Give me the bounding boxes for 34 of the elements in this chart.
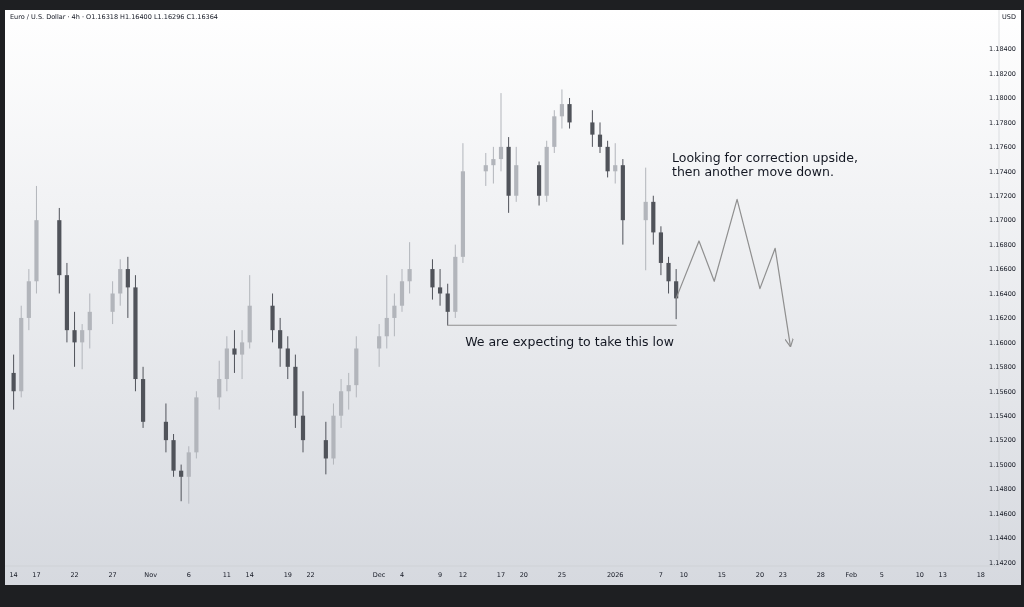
candlestick (239, 329, 245, 380)
candlestick (377, 323, 382, 368)
candlestick (498, 92, 504, 172)
candlestick (430, 258, 435, 301)
candlestick (392, 293, 397, 337)
candlestick (590, 109, 595, 148)
candlestick (232, 329, 237, 374)
candlestick (87, 293, 92, 349)
candlestick (437, 268, 443, 307)
candlestick (217, 360, 222, 411)
candlestick (491, 146, 496, 185)
candlestick (597, 121, 603, 154)
candlestick (559, 88, 565, 130)
candlestick (72, 311, 77, 368)
candlestick (125, 256, 130, 319)
candlestick (323, 421, 328, 475)
annotation: We are expecting to take this low (465, 334, 674, 350)
candlestick (445, 283, 450, 326)
candlestick (666, 256, 671, 294)
candlestick (11, 354, 16, 411)
candlestick (613, 142, 618, 185)
candlestick (567, 97, 572, 130)
candlestick (278, 317, 283, 368)
candlestick (179, 464, 184, 502)
candlestick (643, 167, 648, 271)
candlestick (110, 280, 115, 325)
candlestick (483, 152, 488, 187)
candlestick (407, 241, 412, 294)
candlestick (80, 323, 85, 370)
candlestick (384, 274, 389, 349)
candlestick (346, 372, 351, 411)
annotation: Looking for correction upside, then another move down. (672, 150, 858, 179)
candlestick (163, 402, 169, 453)
candlestick (285, 335, 290, 380)
